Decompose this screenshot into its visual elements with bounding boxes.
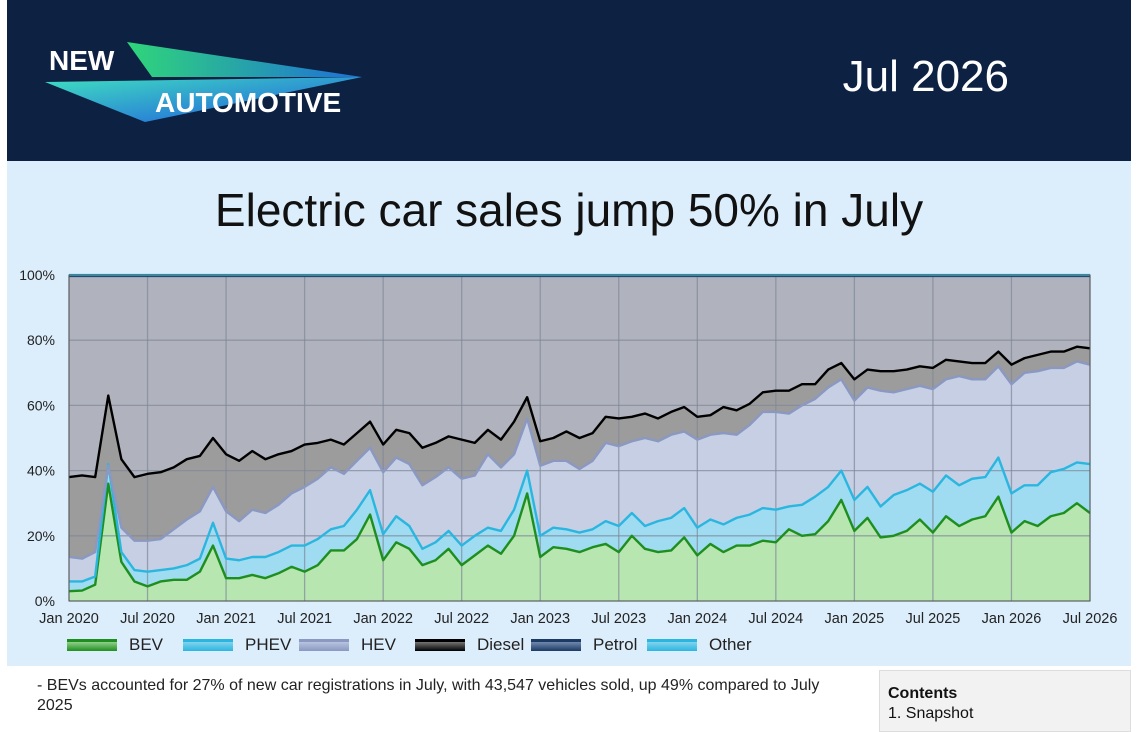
y-tick-label: 80% — [27, 332, 55, 348]
legend-label: Other — [709, 635, 752, 654]
x-tick-label: Jul 2025 — [906, 611, 961, 627]
area-bev — [69, 483, 1090, 601]
area-diesel — [69, 346, 1090, 559]
header-bar: NEW AUTOMOTIVE Jul 2026 — [7, 0, 1131, 161]
legend-swatch-bev — [67, 639, 117, 651]
legend-item-diesel: Diesel — [415, 635, 531, 655]
y-tick-label: 40% — [27, 463, 55, 479]
x-tick-label: Jan 2025 — [825, 611, 885, 627]
y-tick-label: 0% — [35, 593, 55, 609]
contents-title: Contents — [888, 685, 958, 702]
logo-text-automotive: AUTOMOTIVE — [155, 87, 341, 118]
legend-label: PHEV — [245, 635, 292, 654]
area-hev — [69, 361, 1090, 582]
legend-swatch-other — [647, 639, 697, 651]
x-tick-label: Jul 2021 — [277, 611, 332, 627]
logo-text-new: NEW — [49, 45, 115, 76]
line-diesel — [68, 345, 1091, 479]
summary-text: - BEVs accounted for 27% of new car regi… — [37, 677, 820, 714]
x-tick-label: Jan 2023 — [510, 611, 570, 627]
legend-item-phev: PHEV — [183, 635, 299, 655]
legend-item-other: Other — [647, 635, 763, 655]
legend-label: HEV — [361, 635, 396, 654]
legend-item-hev: HEV — [299, 635, 415, 655]
report-date: Jul 2026 — [842, 52, 1009, 101]
contents-link-snapshot[interactable]: 1. Snapshot — [888, 705, 974, 722]
legend-label: Petrol — [593, 635, 638, 654]
headline: Electric car sales jump 50% in July — [214, 184, 924, 236]
line-phev — [69, 456, 1091, 583]
x-tick-label: Jan 2022 — [353, 611, 413, 627]
line-hev — [68, 360, 1091, 560]
chart-legend: BEV PHEV HEV Diesel Petrol Other — [67, 635, 763, 655]
area-petrol — [69, 275, 1090, 478]
legend-swatch-petrol — [531, 639, 581, 651]
report-page: NEW AUTOMOTIVE Jul 2026 Electric car sal… — [7, 0, 1131, 732]
line-bev — [68, 482, 1091, 593]
legend-swatch-diesel — [415, 639, 465, 651]
chart-panel: Electric car sales jump 50% in July 0% 20… — [7, 161, 1131, 666]
x-tick-label: Jul 2020 — [120, 611, 175, 627]
y-tick-label: 20% — [27, 528, 55, 544]
x-tick-label: Jul 2026 — [1063, 611, 1118, 627]
legend-item-bev: BEV — [67, 635, 183, 655]
y-tick-label: 60% — [27, 397, 55, 413]
x-tick-label: Jan 2021 — [196, 611, 256, 627]
legend-label: Diesel — [477, 635, 525, 654]
x-tick-label: Jan 2024 — [667, 611, 727, 627]
new-automotive-logo: NEW AUTOMOTIVE — [45, 42, 362, 122]
x-tick-label: Jan 2026 — [982, 611, 1042, 627]
legend-label: BEV — [129, 635, 164, 654]
stacked-area-chart: 0% 20% 40% 60% 80% 100% Jan 2020 Jul 2020 Jan 20… — [19, 267, 1118, 627]
x-tick-label: Jan 2020 — [39, 611, 99, 627]
legend-swatch-phev — [183, 639, 233, 651]
x-tick-label: Jul 2023 — [591, 611, 646, 627]
legend-item-petrol: Petrol — [531, 635, 647, 655]
y-tick-label: 100% — [19, 267, 55, 283]
contents-box: Contents 1. Snapshot — [879, 670, 1131, 732]
x-tick-label: Jul 2022 — [434, 611, 489, 627]
plot-border — [68, 274, 1091, 602]
legend-swatch-hev — [299, 639, 349, 651]
x-tick-label: Jul 2024 — [748, 611, 803, 627]
